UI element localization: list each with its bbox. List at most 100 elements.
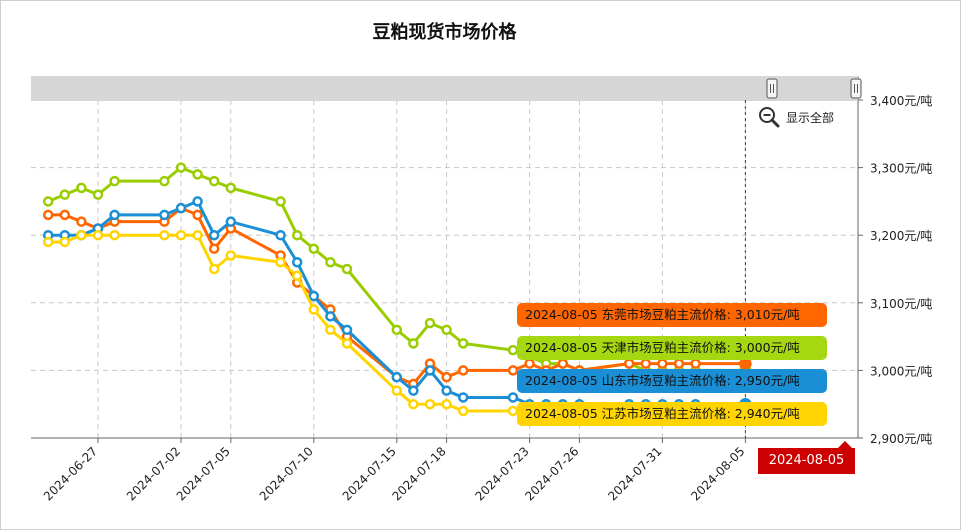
data-point	[507, 365, 519, 376]
x-tick-label: 2024-07-10	[257, 444, 316, 503]
show-all-button[interactable]: 显示全部	[758, 106, 834, 128]
data-point	[739, 357, 752, 370]
y-tick-label: 3,100元/吨	[870, 297, 932, 311]
x-tick-label: 2024-07-31	[605, 444, 664, 503]
data-point	[457, 338, 469, 349]
data-point	[275, 229, 286, 241]
data-point	[109, 229, 120, 241]
data-point	[159, 175, 170, 187]
data-point	[557, 358, 569, 369]
data-point	[424, 365, 436, 376]
data-point	[208, 229, 220, 241]
data-point	[42, 196, 54, 207]
y-tick-label: 3,300元/吨	[870, 162, 932, 176]
data-point	[76, 216, 87, 227]
data-point	[92, 229, 104, 241]
data-point	[441, 324, 452, 336]
data-point	[640, 358, 652, 369]
x-tick-label: 2024-06-27	[41, 444, 100, 503]
tooltip-tianjin: 2024-08-05 天津市场豆粕主流价格: 3,000元/吨	[517, 336, 827, 360]
data-point	[275, 256, 286, 268]
data-point	[457, 365, 469, 376]
data-point	[208, 175, 220, 187]
data-point	[109, 175, 120, 187]
data-point	[441, 398, 452, 410]
data-point	[391, 371, 403, 383]
zoom-scrollbar	[31, 76, 858, 101]
x-tick-label: 2024-07-05	[174, 444, 233, 503]
data-point	[42, 236, 54, 248]
data-point	[225, 182, 237, 194]
data-point	[325, 256, 336, 268]
data-point	[507, 392, 519, 403]
data-point	[408, 338, 419, 349]
data-point	[175, 162, 187, 173]
data-point	[657, 358, 668, 369]
data-point	[524, 358, 535, 369]
data-point	[192, 229, 203, 241]
data-point	[291, 270, 303, 282]
data-point	[175, 229, 187, 241]
data-point	[690, 358, 701, 369]
y-tick-label: 3,200元/吨	[870, 229, 932, 243]
tooltip-shandong: 2024-08-05 山东市场豆粕主流价格: 2,950元/吨	[517, 369, 827, 393]
data-point	[441, 371, 452, 383]
data-point	[391, 324, 403, 336]
data-point	[159, 209, 170, 221]
data-point	[325, 324, 336, 336]
crosshair-date-flag: 2024-08-05	[758, 441, 855, 474]
data-point	[225, 216, 237, 227]
data-point	[308, 290, 320, 302]
data-point	[341, 263, 353, 275]
data-point	[391, 385, 403, 396]
data-point	[208, 263, 220, 275]
data-point	[92, 189, 104, 200]
data-point	[441, 385, 452, 396]
data-point	[341, 338, 353, 349]
data-point	[59, 236, 71, 248]
data-point	[59, 209, 71, 221]
data-point	[208, 243, 220, 254]
y-tick-label: 3,000元/吨	[870, 364, 932, 378]
data-point	[457, 392, 469, 403]
tooltip-jiangsu: 2024-08-05 江苏市场豆粕主流价格: 2,940元/吨	[517, 402, 827, 426]
data-point	[291, 229, 303, 241]
data-point	[42, 209, 54, 221]
data-point	[308, 243, 320, 254]
data-point	[59, 189, 71, 200]
x-tick-label: 2024-08-05	[688, 444, 747, 503]
zoom-handle-left[interactable]	[766, 78, 778, 99]
zoom-handle-right[interactable]	[850, 78, 862, 99]
data-point	[424, 317, 436, 329]
data-point	[192, 209, 203, 221]
data-point	[408, 398, 419, 410]
tooltip-dongguan: 2024-08-05 东莞市场豆粕主流价格: 3,010元/吨	[517, 303, 827, 327]
data-point	[109, 209, 120, 221]
data-point	[175, 202, 187, 214]
data-point	[673, 358, 685, 369]
data-point	[76, 182, 87, 194]
x-tick-label: 2024-07-26	[522, 444, 581, 503]
magnifier-minus-icon	[759, 107, 780, 128]
data-point	[507, 344, 519, 356]
y-tick-label: 2,900元/吨	[870, 432, 932, 446]
data-point	[623, 358, 635, 369]
data-point	[424, 398, 436, 410]
data-point	[192, 196, 203, 207]
x-tick-label: 2024-07-18	[390, 444, 449, 503]
data-point	[457, 405, 469, 417]
data-point	[308, 304, 320, 315]
y-tick-label: 3,400元/吨	[870, 94, 932, 108]
data-point	[507, 405, 519, 417]
data-point	[408, 385, 419, 396]
show-all-label: 显示全部	[786, 110, 835, 125]
data-point	[275, 196, 286, 207]
data-point	[192, 169, 203, 180]
data-point	[225, 250, 237, 261]
data-point	[341, 324, 353, 336]
data-point	[325, 311, 336, 322]
data-point	[159, 229, 170, 241]
chart-title: 豆粕现货市场价格	[372, 22, 517, 43]
data-point	[291, 256, 303, 268]
